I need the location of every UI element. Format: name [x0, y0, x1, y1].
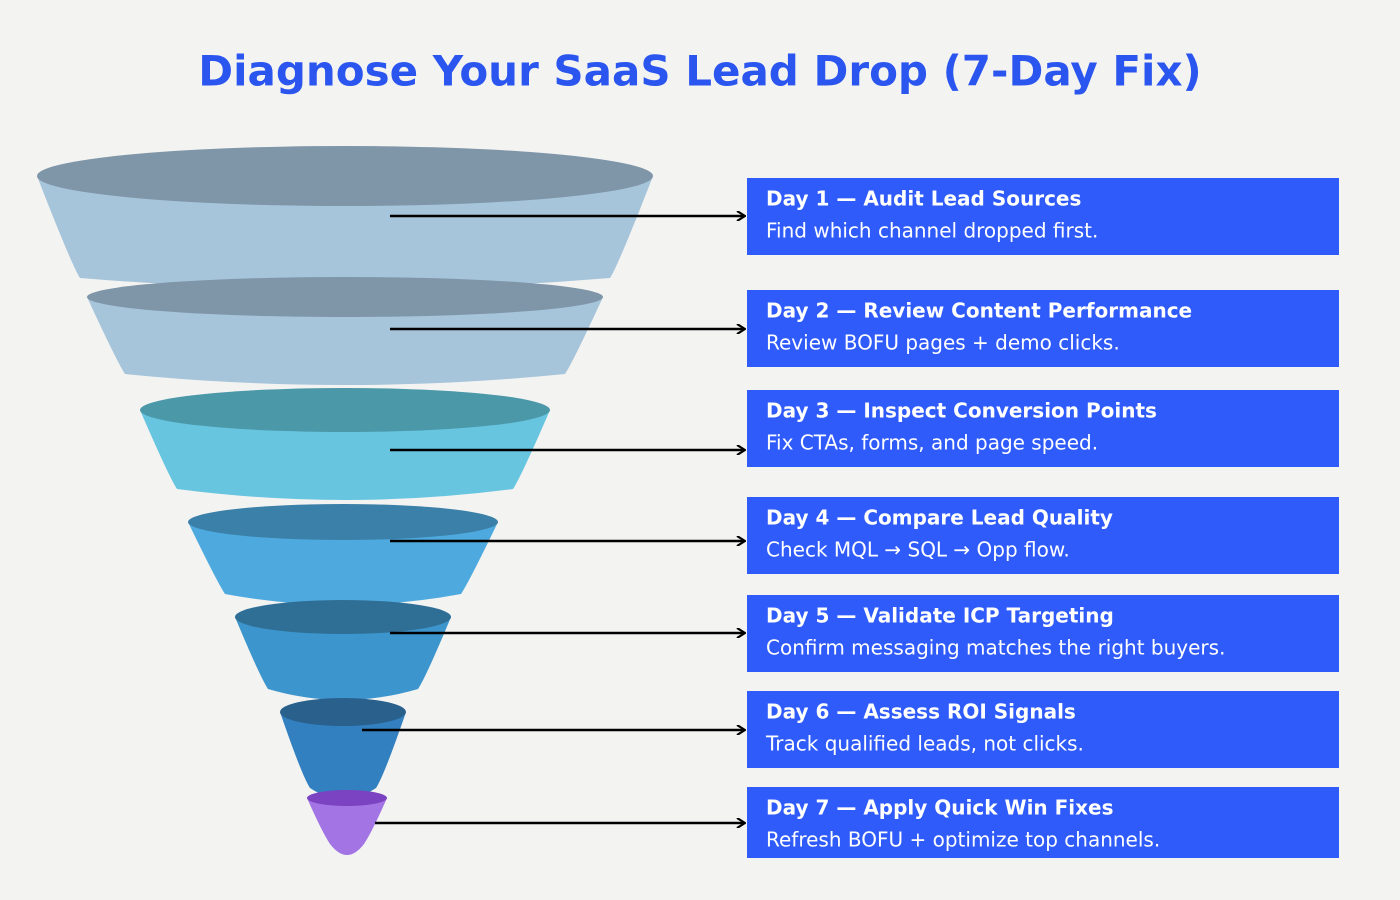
funnel-layer-top: [87, 277, 603, 317]
step-title: Day 5 — Validate ICP Targeting: [766, 604, 1114, 628]
step-card: [747, 178, 1339, 255]
step-description: Confirm messaging matches the right buye…: [766, 636, 1225, 660]
funnel-layer: [235, 617, 451, 700]
step-description: Review BOFU pages + demo clicks.: [766, 331, 1120, 355]
step-title: Day 2 — Review Content Performance: [766, 299, 1192, 323]
funnel: [37, 146, 744, 855]
step-title: Day 6 — Assess ROI Signals: [766, 700, 1076, 724]
funnel-layer: [87, 297, 603, 385]
step-card: [747, 497, 1339, 574]
funnel-layer-top: [280, 698, 406, 726]
step-title: Day 4 — Compare Lead Quality: [766, 506, 1113, 530]
step-description: Check MQL → SQL → Opp flow.: [766, 538, 1070, 562]
title: Diagnose Your SaaS Lead Drop (7-Day Fix): [198, 47, 1202, 96]
step-title: Day 7 — Apply Quick Win Fixes: [766, 796, 1114, 820]
step-description: Refresh BOFU + optimize top channels.: [766, 828, 1160, 852]
funnel-layer: [307, 798, 387, 855]
funnel-layer: [37, 176, 653, 289]
step-title: Day 1 — Audit Lead Sources: [766, 187, 1081, 211]
funnel-layer-top: [140, 388, 550, 432]
funnel-layer: [140, 410, 550, 500]
step-card: [747, 290, 1339, 367]
step-card: [747, 595, 1339, 672]
step-card: [747, 390, 1339, 467]
step-list: Day 1 — Audit Lead Sources Find which cha…: [747, 178, 1339, 858]
funnel-layer-top: [188, 504, 498, 540]
funnel-layer-top: [235, 600, 451, 634]
funnel-layer-top: [307, 790, 387, 806]
step-card: [747, 787, 1339, 858]
funnel-layer: [188, 522, 498, 605]
step-description: Track qualified leads, not clicks.: [765, 732, 1084, 756]
step-description: Find which channel dropped first.: [766, 219, 1098, 243]
step-card: [747, 691, 1339, 768]
funnel-layer: [280, 712, 406, 799]
step-title: Day 3 — Inspect Conversion Points: [766, 399, 1157, 423]
step-description: Fix CTAs, forms, and page speed.: [766, 431, 1098, 455]
funnel-layer-top: [37, 146, 653, 206]
